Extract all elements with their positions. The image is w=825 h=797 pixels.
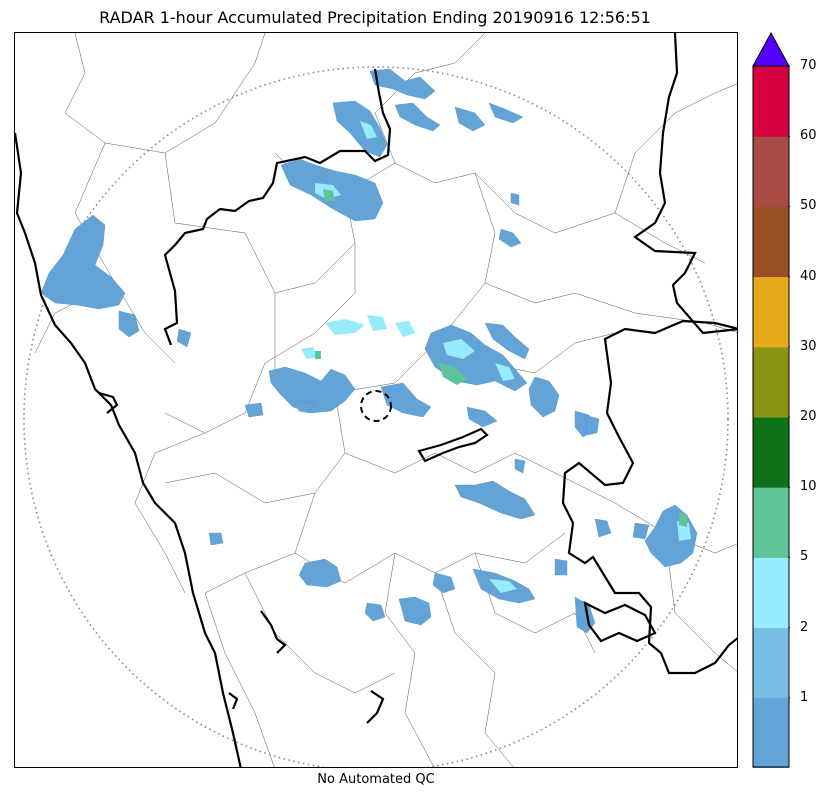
colorbar-bin <box>753 276 789 348</box>
map-title: RADAR 1-hour Accumulated Precipitation E… <box>99 8 651 27</box>
radar-map <box>14 32 738 768</box>
colorbar-tick-label: 30 <box>800 338 817 354</box>
colorbar-bin <box>753 697 789 768</box>
state-borders <box>15 33 737 767</box>
colorbar-bin <box>753 487 789 558</box>
colorbar-tick-label: 2 <box>800 619 809 635</box>
colorbar-bin <box>753 66 789 137</box>
colorbar-tick-label: 40 <box>800 268 817 284</box>
colorbar-canvas <box>752 32 790 768</box>
colorbar-tick-label: 20 <box>800 409 817 424</box>
colorbar-tick-label: 50 <box>800 198 817 214</box>
colorbar-bin <box>753 417 789 488</box>
colorbar-tick-label: 1 <box>800 689 809 705</box>
colorbar-tick-label: 70 <box>800 58 817 73</box>
precipitation-moderate <box>301 121 691 593</box>
colorbar-bin <box>753 557 789 629</box>
radar-site-marker <box>360 390 392 422</box>
qc-note: No Automated QC <box>317 772 435 787</box>
colorbar-bin <box>753 627 789 699</box>
radar-map-canvas <box>15 33 737 767</box>
colorbar-bin <box>753 206 789 278</box>
colorbar-tick-label: 60 <box>800 128 817 144</box>
precipitation-heavy <box>315 189 687 527</box>
colorbar-bin <box>753 346 789 418</box>
colorbar-bin <box>753 136 789 207</box>
colorbar-tick-label: 10 <box>800 479 817 495</box>
colorbar-extend-arrow <box>752 32 790 67</box>
colorbar-tick-label: 5 <box>800 549 809 565</box>
range-ring <box>23 66 729 767</box>
colorbar <box>752 32 790 768</box>
